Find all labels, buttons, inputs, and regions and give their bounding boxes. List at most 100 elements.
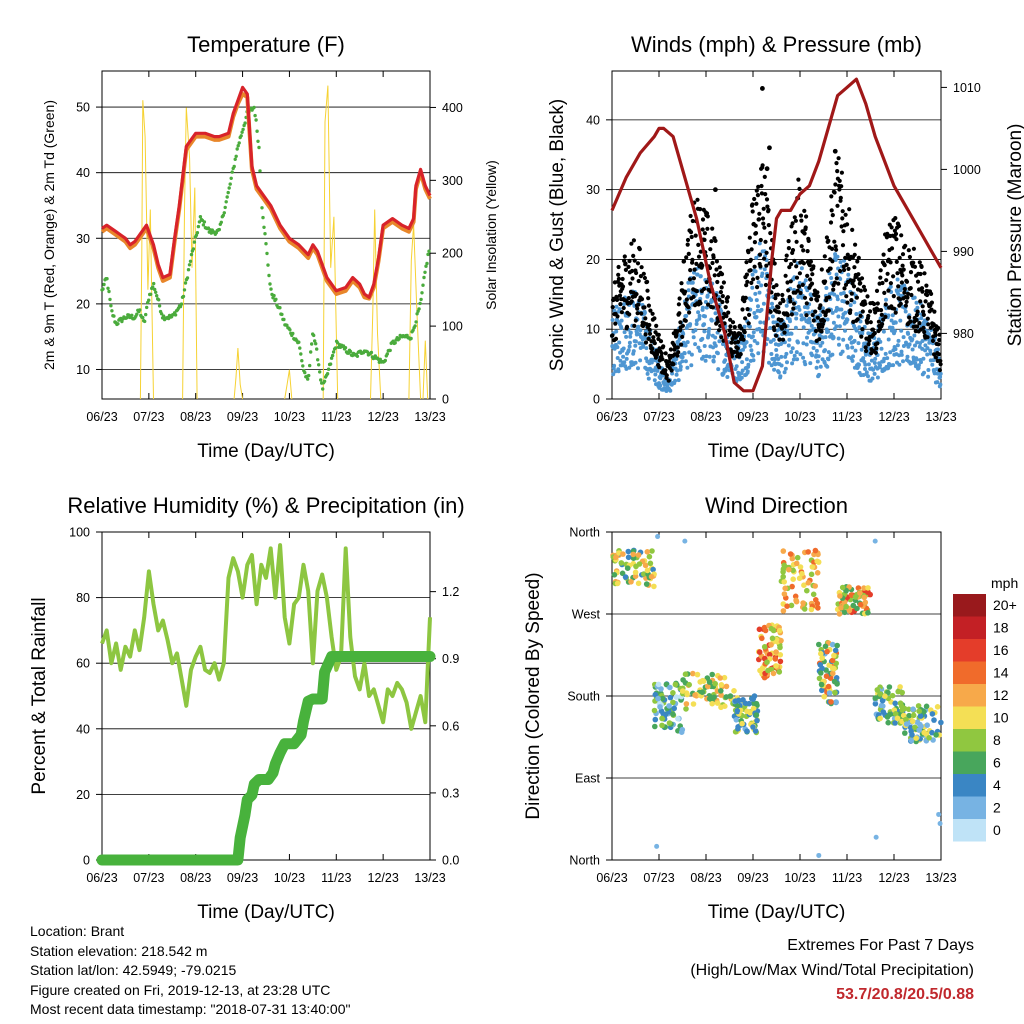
wind-gust-point bbox=[804, 214, 809, 219]
dewpoint-point bbox=[383, 358, 387, 363]
wind-gust-point bbox=[694, 261, 699, 266]
wind-gust-point bbox=[687, 310, 692, 315]
wind-speed-point bbox=[638, 358, 643, 363]
wind-speed-point bbox=[776, 370, 781, 375]
wind-speed-point bbox=[890, 325, 895, 330]
dir-x-tick-label: 06/23 bbox=[596, 871, 627, 885]
wind-speed-point bbox=[696, 310, 701, 315]
wind-gust-point bbox=[792, 215, 797, 220]
wind-gust-point bbox=[802, 231, 807, 236]
direction-point bbox=[793, 560, 800, 567]
wind-gust-point bbox=[761, 221, 766, 226]
wind-gust-point bbox=[635, 311, 640, 316]
wind-gust-point bbox=[937, 368, 943, 373]
wind-speed-point bbox=[646, 376, 651, 381]
dewpoint-point bbox=[116, 322, 120, 326]
direction-point bbox=[683, 701, 690, 707]
wind-gust-point bbox=[768, 231, 773, 236]
wind-speed-point bbox=[903, 309, 908, 314]
dewpoint-point bbox=[301, 364, 305, 368]
wind-gust-point bbox=[802, 208, 807, 213]
dewpoint-point bbox=[232, 164, 236, 169]
wind-gust-point bbox=[852, 265, 857, 270]
wind-gust-point bbox=[831, 287, 836, 292]
dewpoint-point bbox=[257, 145, 261, 150]
wind-gust-point bbox=[632, 258, 637, 263]
wind-speed-point bbox=[762, 267, 767, 272]
wind-gust-point bbox=[873, 350, 879, 355]
dewpoint-point bbox=[282, 317, 286, 322]
direction-point bbox=[857, 590, 863, 596]
wind-chart: 06/23 07/23 08/23 09/23 10/23 11/23 12/23 13/23… bbox=[547, 32, 1024, 462]
dir-xlabel: Time (Day/UTC) bbox=[708, 902, 846, 923]
wind-speed-point bbox=[901, 359, 905, 364]
wind-speed-point bbox=[938, 374, 943, 379]
direction-point bbox=[659, 715, 665, 722]
dewpoint-point bbox=[181, 294, 186, 299]
wind-gust-point bbox=[784, 253, 789, 258]
wind-gust-point bbox=[795, 288, 800, 293]
wind-speed-point bbox=[788, 319, 792, 324]
wind-gust-point bbox=[692, 267, 697, 272]
wind-gust-point bbox=[919, 264, 924, 269]
dewpoint-point bbox=[369, 350, 374, 355]
dewpoint-point bbox=[243, 121, 247, 125]
direction-point bbox=[625, 548, 632, 555]
wind-gust-point bbox=[768, 309, 773, 314]
wind-speed-point bbox=[789, 331, 794, 336]
direction-point bbox=[733, 717, 740, 723]
dewpoint-point bbox=[145, 305, 149, 310]
direction-point bbox=[632, 569, 639, 576]
wind-gust-point bbox=[883, 314, 888, 319]
wind-gust-point bbox=[756, 217, 762, 222]
direction-point bbox=[670, 711, 676, 717]
wind-gust-point bbox=[773, 296, 778, 301]
wind-speed-point bbox=[633, 339, 638, 344]
wind-y2-tick-label: 980 bbox=[953, 327, 974, 341]
dewpoint-point bbox=[229, 176, 233, 180]
wind-gust-point bbox=[879, 312, 884, 317]
direction-point bbox=[756, 649, 763, 655]
dewpoint-point bbox=[195, 231, 200, 235]
wind-speed-point bbox=[846, 272, 851, 277]
wind-gust-point bbox=[892, 228, 898, 233]
wind-speed-point bbox=[747, 324, 752, 329]
wind-speed-point bbox=[684, 313, 689, 318]
direction-point bbox=[646, 553, 653, 560]
wind-gust-point bbox=[659, 351, 664, 356]
wind-gust-point bbox=[743, 295, 748, 300]
wind-speed-point bbox=[748, 343, 753, 348]
wind-gust-point bbox=[815, 298, 820, 303]
wind-gust-point bbox=[855, 259, 860, 264]
wind-gust-point bbox=[836, 156, 841, 161]
wind-speed-point bbox=[688, 322, 693, 327]
wind-gust-point bbox=[677, 311, 682, 316]
wind-gust-point bbox=[933, 333, 938, 338]
direction-point bbox=[872, 701, 879, 707]
wind-speed-point bbox=[845, 317, 850, 322]
wind-speed-point bbox=[890, 313, 895, 318]
wind-speed-point bbox=[850, 358, 855, 363]
wind-speed-point bbox=[790, 346, 795, 351]
wind-gust-point bbox=[837, 178, 842, 183]
wind-gust-point bbox=[691, 294, 696, 299]
wind-speed-point bbox=[741, 347, 745, 352]
wind-gust-point bbox=[646, 296, 651, 301]
legend-label: 8 bbox=[993, 732, 1001, 748]
wind-gust-point bbox=[880, 280, 885, 286]
dewpoint-point bbox=[308, 363, 312, 368]
wind-speed-point bbox=[826, 357, 831, 362]
wind-speed-point bbox=[758, 320, 763, 325]
wind-gust-point bbox=[684, 255, 689, 260]
wind-speed-point bbox=[861, 373, 866, 377]
dir-ylabel: Direction (Colored By Speed) bbox=[523, 572, 544, 819]
station-info: Location: Brant Station elevation: 218.5… bbox=[30, 922, 350, 1020]
wind-gust-point bbox=[778, 301, 783, 306]
wind-gust-point bbox=[844, 294, 849, 299]
wind-speed-point bbox=[774, 353, 779, 358]
temp-axes-box bbox=[101, 70, 431, 400]
wind-gust-point bbox=[896, 223, 902, 229]
dewpoint-point bbox=[260, 206, 264, 210]
direction-point bbox=[794, 554, 801, 561]
wind-speed-point bbox=[790, 361, 795, 366]
